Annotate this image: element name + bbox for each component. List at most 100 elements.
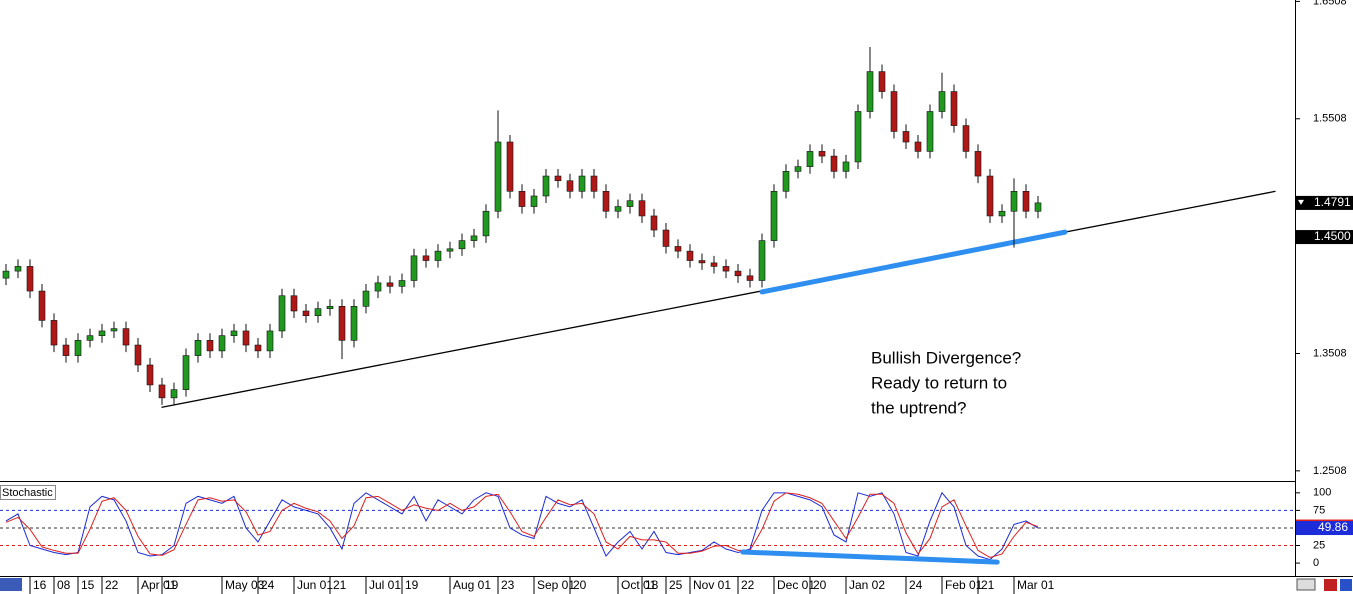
price-level-marker xyxy=(1296,230,1353,245)
annotation: the uptrend? xyxy=(871,398,966,417)
x-tick-label: 20 xyxy=(573,578,587,592)
candle-body xyxy=(518,190,526,207)
x-tick-label: Nov 01 xyxy=(693,578,731,592)
candle-body xyxy=(158,384,166,399)
candle-body xyxy=(410,255,418,281)
x-tick-label: 22 xyxy=(105,578,119,592)
candle-body xyxy=(218,335,226,352)
candle-body xyxy=(302,310,310,316)
candle-body xyxy=(470,235,478,241)
candle-body xyxy=(650,215,658,231)
candle-body xyxy=(290,295,298,312)
candle-body xyxy=(890,91,898,132)
corner-icon[interactable] xyxy=(0,578,22,591)
x-tick-label: 19 xyxy=(165,578,179,592)
candle-body xyxy=(62,344,70,356)
candle-body xyxy=(662,229,670,247)
x-tick-label: 19 xyxy=(405,578,419,592)
trendline xyxy=(161,190,1276,408)
candle-body xyxy=(638,200,646,217)
y-tick-label: 25 xyxy=(1313,539,1325,551)
candle-body xyxy=(506,141,514,192)
candle-body xyxy=(590,175,598,192)
price-marker xyxy=(1296,195,1353,210)
y-tick-label: 1.3508 xyxy=(1313,347,1347,359)
price-marker-label: 1.4791 xyxy=(1314,195,1351,209)
x-tick-label: Feb 01 xyxy=(945,578,983,592)
candle-body xyxy=(230,330,238,336)
x-tick-label: 24 xyxy=(909,578,923,592)
candle-body xyxy=(194,340,202,356)
candle-body xyxy=(782,171,790,192)
candle-body xyxy=(998,210,1006,217)
annotation: Bullish Divergence? xyxy=(871,348,1021,367)
candle-body xyxy=(686,250,694,261)
candle-body xyxy=(746,275,754,281)
x-tick-label: 22 xyxy=(741,578,755,592)
candle-body xyxy=(578,175,586,192)
candle-body xyxy=(242,330,250,346)
price-marker-arrow xyxy=(1298,199,1304,205)
candle-body xyxy=(758,240,766,281)
toolbar-icon[interactable] xyxy=(1340,579,1352,591)
candle-body xyxy=(734,270,742,277)
candle-body xyxy=(626,200,634,207)
candle-body xyxy=(1034,202,1042,212)
candle-body xyxy=(974,151,982,177)
x-tick-label: 15 xyxy=(81,578,95,592)
value-marker-label: 49.86 xyxy=(1318,520,1348,534)
candle-body xyxy=(434,250,442,261)
toolbar-icon[interactable] xyxy=(1296,578,1316,591)
y-tick-label: 1.5508 xyxy=(1313,113,1347,125)
indicator-label-box xyxy=(0,485,56,500)
candle-body xyxy=(938,91,946,112)
x-tick-label: 25 xyxy=(669,578,683,592)
annotation: Ready to return to xyxy=(871,373,1007,392)
candle-body xyxy=(2,270,10,279)
x-tick-label: May 03 xyxy=(225,578,265,592)
candle-body xyxy=(830,155,838,172)
candle-body xyxy=(602,190,610,212)
candle-body xyxy=(494,141,502,212)
candle-body xyxy=(110,328,118,332)
candle-body xyxy=(554,175,562,182)
x-tick-label: 16 xyxy=(33,578,47,592)
candle-body xyxy=(206,340,214,352)
x-tick-label: 18 xyxy=(645,578,659,592)
x-tick-label: 21 xyxy=(333,578,347,592)
indicator-title: Stochastic xyxy=(2,487,53,499)
x-tick-label: Sep 01 xyxy=(537,578,575,592)
y-tick-label: 100 xyxy=(1313,487,1331,499)
candle-body xyxy=(1010,190,1018,212)
candle-body xyxy=(818,151,826,157)
candle-body xyxy=(74,340,82,356)
x-tick-label: 20 xyxy=(813,578,827,592)
candle-body xyxy=(878,71,886,92)
candle-body xyxy=(38,290,46,321)
candle-body xyxy=(842,161,850,172)
x-tick-label: Dec 01 xyxy=(777,578,815,592)
candle-body xyxy=(950,91,958,126)
candle-body xyxy=(614,206,622,212)
candle-body xyxy=(134,344,142,366)
x-tick-label: Jan 02 xyxy=(849,578,885,592)
candle-body xyxy=(122,328,130,346)
y-tick-label: 0 xyxy=(1313,557,1319,569)
candle-body xyxy=(182,355,190,390)
candle-body xyxy=(806,151,814,167)
candle-body xyxy=(962,125,970,152)
x-tick-label: Oct 01 xyxy=(621,578,657,592)
x-tick-label: 23 xyxy=(501,578,515,592)
x-tick-label: 21 xyxy=(981,578,995,592)
candle-body xyxy=(26,266,34,292)
x-tick-label: Aug 01 xyxy=(453,578,491,592)
candle-body xyxy=(278,295,286,332)
candle-body xyxy=(422,255,430,261)
toolbar-icon[interactable] xyxy=(1324,579,1337,591)
x-tick-label: Jun 01 xyxy=(297,578,333,592)
candle-body xyxy=(566,180,574,192)
candle-body xyxy=(854,111,862,163)
candle-body xyxy=(254,344,262,352)
